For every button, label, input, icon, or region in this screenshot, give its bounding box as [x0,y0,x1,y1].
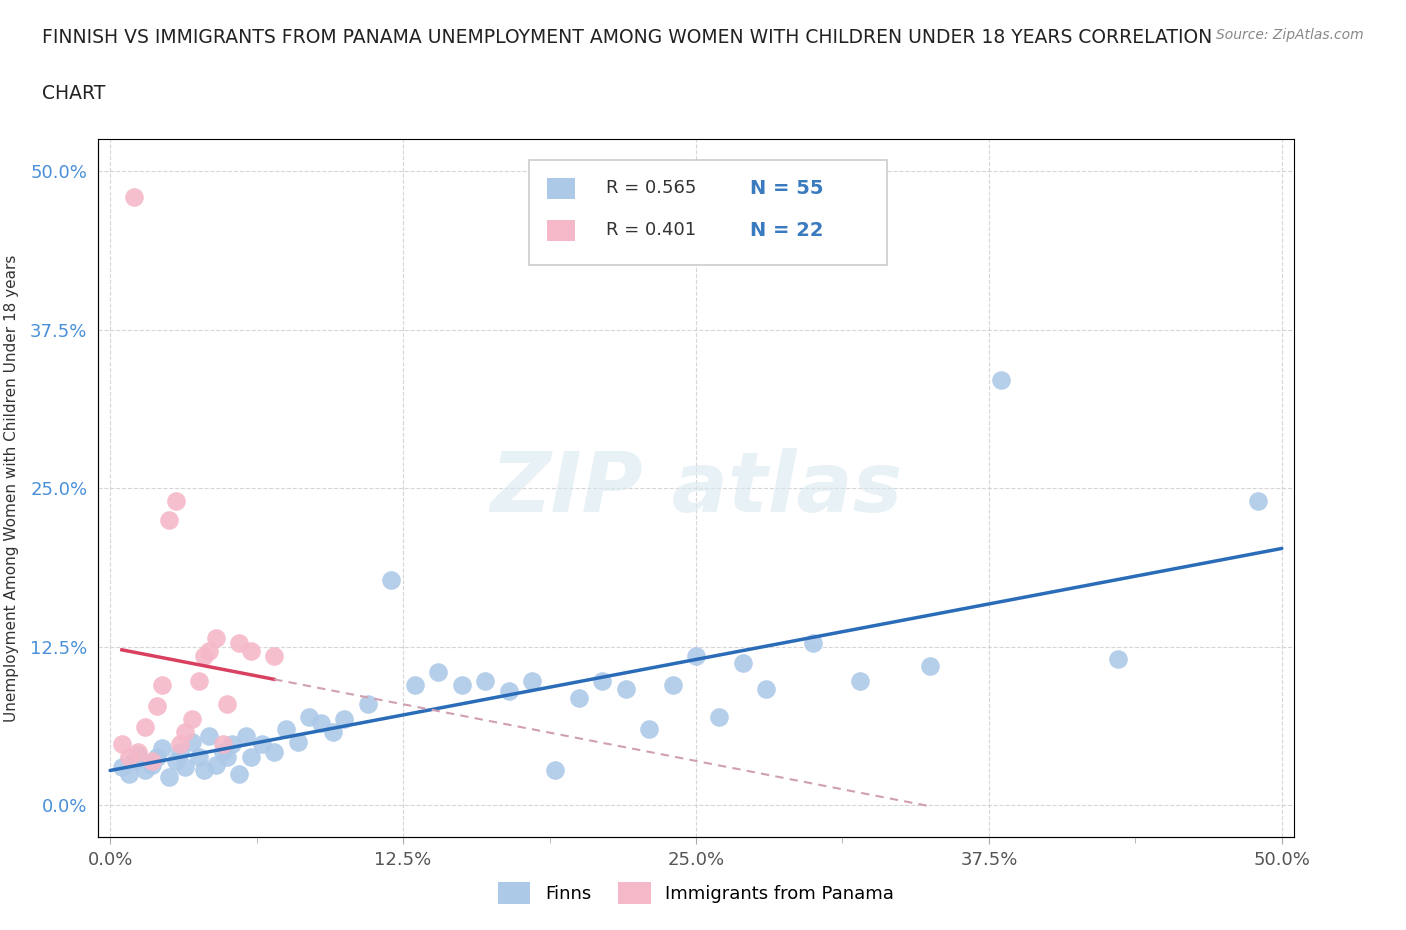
Point [274,722,297,737]
Point [141,753,163,768]
Point [221,737,243,751]
Point [174,724,197,739]
Point [661,677,683,692]
Point [150,677,173,692]
Y-axis label: Unemployment Among Women with Children Under 18 years: Unemployment Among Women with Children U… [4,255,18,722]
Point [211,745,233,760]
Point [217,697,239,711]
Point [111,737,134,751]
Point [146,750,169,764]
Point [141,757,163,772]
Point [498,684,520,698]
Point [134,763,156,777]
Point [157,512,180,527]
Point [217,750,239,764]
Point [150,741,173,756]
Point [169,737,191,751]
Point [127,745,149,760]
Point [181,735,204,750]
Point [685,648,707,663]
Point [235,728,257,743]
Point [357,697,380,711]
Point [591,673,613,688]
FancyBboxPatch shape [529,161,887,265]
Point [263,648,285,663]
Text: N = 55: N = 55 [749,179,824,198]
Point [228,635,250,650]
Point [990,373,1012,388]
Point [165,494,187,509]
Point [322,724,344,739]
Legend: Finns, Immigrants from Panama: Finns, Immigrants from Panama [491,875,901,911]
Point [118,766,141,781]
Point [404,677,426,692]
Text: N = 22: N = 22 [749,220,824,240]
Point [134,719,156,734]
Point [239,644,262,658]
Point [614,681,637,696]
Point [122,189,145,204]
Point [122,753,145,768]
Point [709,709,731,724]
Text: CHART: CHART [42,84,105,102]
Point [165,753,187,768]
Text: FINNISH VS IMMIGRANTS FROM PANAMA UNEMPLOYMENT AMONG WOMEN WITH CHILDREN UNDER 1: FINNISH VS IMMIGRANTS FROM PANAMA UNEMPL… [42,28,1212,46]
Point [1247,494,1270,509]
Text: R = 0.565: R = 0.565 [606,179,697,197]
Point [755,681,778,696]
Point [520,673,543,688]
Point [193,763,215,777]
Point [157,770,180,785]
Point [193,648,215,663]
Point [239,750,262,764]
Point [920,658,942,673]
Text: ZIP atlas: ZIP atlas [489,447,903,529]
Point [333,711,356,726]
Point [309,715,332,730]
Point [228,766,250,781]
Point [188,673,211,688]
Point [188,750,211,764]
Point [731,656,754,671]
Point [197,728,219,743]
Text: R = 0.401: R = 0.401 [606,221,696,239]
Point [474,673,496,688]
Point [450,677,472,692]
Point [638,722,661,737]
Point [204,757,226,772]
Point [211,737,233,751]
Point [801,635,824,650]
Point [111,760,134,775]
Bar [547,178,575,199]
Point [849,673,872,688]
Point [197,644,219,658]
Point [169,745,191,760]
Point [1107,652,1129,667]
Point [181,711,204,726]
Point [568,690,591,705]
Point [298,709,321,724]
Point [544,763,567,777]
Point [263,745,285,760]
Point [127,747,149,762]
Point [174,760,197,775]
Point [427,665,450,680]
Bar [547,219,575,241]
Point [204,631,226,645]
Point [287,735,309,750]
Text: Source: ZipAtlas.com: Source: ZipAtlas.com [1216,28,1364,42]
Point [252,737,274,751]
Point [146,699,169,714]
Point [380,572,402,587]
Point [118,750,141,764]
